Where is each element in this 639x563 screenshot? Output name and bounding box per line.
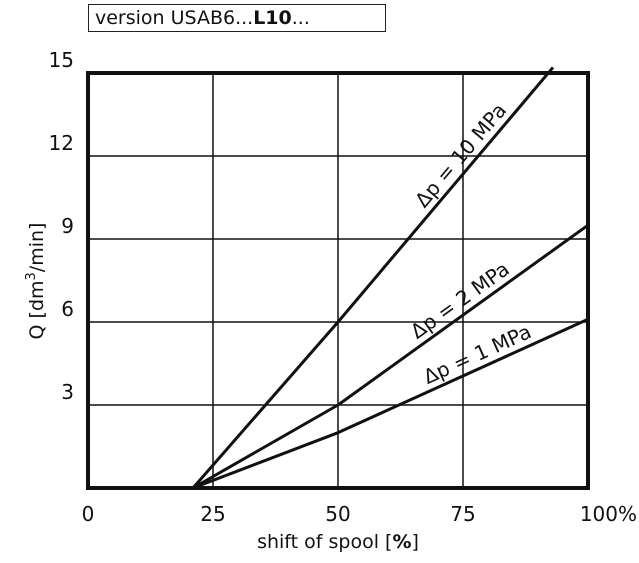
- x-tick-label: 50: [325, 502, 350, 526]
- series-line-1: [191, 66, 555, 489]
- y-tick-label: 6: [61, 297, 74, 321]
- y-ticks: 3 6 9 12 15: [49, 48, 74, 404]
- x-axis-label-end: ]: [411, 531, 418, 553]
- x-axis-label-unit: %: [392, 531, 411, 553]
- x-tick-label: 25: [200, 502, 225, 526]
- y-tick-label: 9: [61, 214, 74, 238]
- version-suffix: ...: [291, 7, 310, 29]
- x-tick-label: 0: [82, 502, 95, 526]
- version-code: L10: [253, 7, 292, 29]
- y-tick-label: 3: [61, 380, 74, 404]
- plot-frame: [86, 71, 590, 490]
- series-group: [191, 66, 589, 490]
- y-tick-label: 12: [49, 131, 74, 155]
- series-line-3: [192, 317, 589, 490]
- y-axis-label-sup: 3: [24, 272, 39, 280]
- x-ticks: 0 25 50 75 100%: [82, 502, 637, 526]
- x-tick-label: 100%: [580, 502, 637, 526]
- x-axis-label-text: shift of spool [: [257, 531, 392, 553]
- y-axis-label-prefix: Q [dm: [26, 280, 48, 339]
- y-tick-label: 15: [49, 48, 74, 72]
- y-axis-label: Q [dm3/min]: [24, 223, 48, 340]
- x-axis-label: shift of spool [%]: [257, 531, 419, 553]
- x-tick-label: 75: [450, 502, 475, 526]
- series-line-2: [192, 223, 589, 490]
- version-prefix: version USAB6...: [95, 7, 254, 29]
- y-axis-label-suffix: /min]: [26, 223, 48, 273]
- grid: [88, 73, 588, 488]
- version-box: version USAB6...L10...: [88, 4, 386, 32]
